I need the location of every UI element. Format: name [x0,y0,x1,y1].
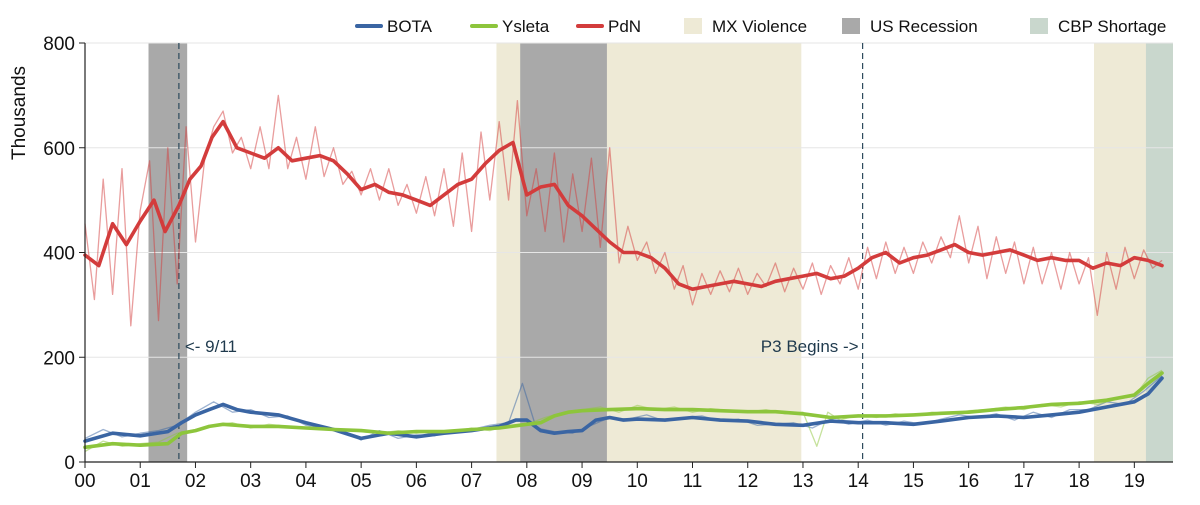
x-tick-label: 05 [351,471,372,492]
y-tick-label: 800 [43,34,75,55]
x-tick-label: 12 [737,471,758,492]
x-tick-label: 00 [74,471,95,492]
x-tick-label: 18 [1069,471,1090,492]
legend-swatch-mx-violence [684,18,702,34]
x-tick-label: 16 [958,471,979,492]
x-tick-label: 02 [185,471,206,492]
legend: BOTA Ysleta PdN MX Violence US Recession CBP … [355,17,1166,36]
series-ysleta-line [83,371,1164,450]
series-layer [83,94,1164,453]
axes: Thousands 0 200 400 600 800 00 01 02 03 04 05 06 07 0… [9,34,1173,492]
x-tick-label: 11 [683,471,703,492]
x-tick-label: 03 [240,471,261,492]
x-tick-label: 14 [848,471,870,492]
x-tick-label: 04 [295,471,317,492]
x-tick-label: 13 [792,471,813,492]
series-bota-line [83,376,1164,443]
series-pdn-raw [84,94,1163,327]
legend-label-cbp-shortage: CBP Shortage [1058,17,1166,36]
x-tick-label: 15 [903,471,924,492]
x-tick-label: 08 [516,471,537,492]
x-tick-label: 01 [130,471,151,492]
annotations: <- 9/11 P3 Begins -> [185,337,859,356]
legend-label-bota: BOTA [387,17,433,36]
x-tick-label: 17 [1013,471,1034,492]
x-tick-label: 19 [1124,471,1145,492]
y-tick-label: 400 [43,244,75,265]
y-tick-label: 600 [43,139,75,160]
annotation-p3-begins: P3 Begins -> [761,337,859,356]
legend-label-mx-violence: MX Violence [712,17,807,36]
x-tick-label: 06 [406,471,427,492]
annotation-9-11: <- 9/11 [185,337,237,356]
legend-label-ysleta: Ysleta [502,17,550,36]
legend-swatch-us-recession [842,18,860,34]
x-tick-label: 09 [571,471,592,492]
legend-swatch-cbp-shortage [1030,18,1048,34]
y-axis-label: Thousands [9,66,30,160]
series-pdn-line [83,119,1164,292]
x-tick-label: 07 [461,471,482,492]
y-tick-label: 0 [64,453,75,474]
legend-label-us-recession: US Recession [870,17,978,36]
x-tick-label: 10 [627,471,648,492]
y-tick-label: 200 [43,348,75,369]
legend-label-pdn: PdN [608,17,641,36]
